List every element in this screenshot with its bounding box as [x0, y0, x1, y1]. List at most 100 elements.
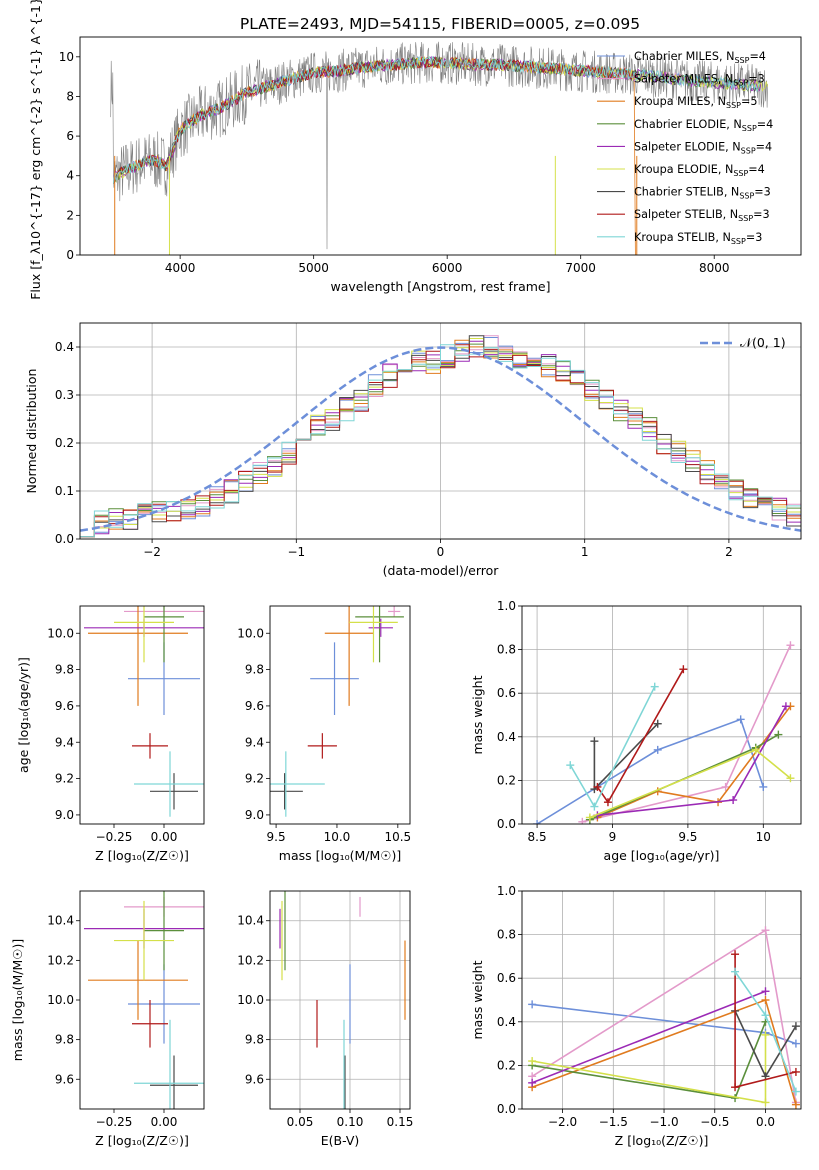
y-tick-label: 0.4	[55, 340, 74, 354]
error-cross	[270, 773, 303, 810]
legend-subscript: SSP	[739, 192, 754, 201]
x-tick-label: 0	[437, 545, 445, 559]
legend-value: =4	[749, 50, 766, 63]
weight-marker	[731, 1083, 740, 1092]
weight-line	[531, 1021, 767, 1099]
y-tick-label: 10	[59, 50, 74, 64]
residuals-histogram: −2 −1 0 1 2 0.0 0.1 0.2 0.3 0.4 (data-model)/error…	[24, 322, 802, 578]
y-tick-label: 1.0	[497, 599, 516, 613]
weight-line	[597, 705, 787, 817]
x-tick-label: 8.5	[528, 830, 547, 844]
weight-marker	[593, 782, 602, 791]
weight-line	[582, 644, 792, 823]
y-tick-label: 6	[66, 129, 74, 143]
y-tick-label: 9.2	[55, 772, 74, 786]
legend-label: Kroupa STELIB, NSSP=3	[634, 231, 762, 246]
legend-value: =5	[741, 95, 758, 108]
x-tick-label: 0.15	[387, 1115, 414, 1129]
y-tick-label: 10.0	[47, 993, 74, 1007]
weight-marker	[761, 996, 770, 1004]
weight-marker	[590, 802, 599, 811]
y-tick-label: 9.2	[245, 772, 264, 786]
legend-label: Kroupa ELODIE, NSSP=4	[634, 163, 765, 178]
legend-label: Salpeter ELODIE, NSSP=4	[634, 140, 772, 155]
axes-frame	[269, 605, 411, 825]
error-cross	[349, 606, 398, 663]
x-axis-label: wavelength [Angstrom, rest frame]	[330, 279, 550, 294]
legend-label: Kroupa MILES, NSSP=5	[634, 95, 757, 110]
mass-vs-extinction-plot: 0.05 0.10 0.15 9.6 9.8 10.0 10.2 10.4 E(B-V)	[237, 890, 414, 1148]
error-cross	[368, 618, 393, 637]
legend-label: Chabrier STELIB, NSSP=3	[634, 186, 771, 201]
weight-marker	[774, 730, 783, 739]
x-tick-label: 9.5	[267, 830, 286, 844]
legend-subscript: SSP	[741, 146, 756, 155]
y-tick-label: 0.2	[55, 436, 74, 450]
error-cross	[150, 773, 198, 810]
legend-subscript: SSP	[731, 237, 746, 246]
legend-subscript: SSP	[726, 101, 741, 110]
weight-marker	[566, 761, 575, 770]
legend-value: =4	[757, 118, 774, 131]
normal-reference-curve	[80, 346, 801, 532]
weight-line	[531, 990, 766, 1084]
weight-marker	[761, 1030, 770, 1039]
legend-value: =4	[748, 163, 765, 176]
y-tick-label: 0.3	[55, 388, 74, 402]
weight-marker	[791, 1022, 800, 1031]
error-cross	[144, 891, 184, 971]
error-cross	[355, 606, 404, 663]
weight-marker	[528, 1000, 537, 1009]
weight-marker	[761, 1098, 770, 1107]
x-tick-label: 7000	[565, 261, 596, 275]
x-tick-label: 1	[581, 545, 589, 559]
x-tick-label: 9.5	[678, 830, 697, 844]
weight-marker	[585, 813, 594, 822]
weight-marker	[533, 820, 542, 824]
weight-line	[596, 668, 685, 804]
error-cross	[128, 964, 200, 1044]
x-axis-label: Z [log₁₀(Z/Z☉)]	[615, 1133, 709, 1148]
error-cross	[144, 606, 184, 663]
y-tick-label: 0.1	[55, 484, 74, 498]
x-tick-label: 10	[756, 830, 771, 844]
y-tick-label: 9.6	[55, 699, 74, 713]
y-tick-label: 10.2	[237, 953, 264, 967]
weight-marker	[791, 1067, 800, 1076]
y-axis-label: Normed distribution	[24, 369, 39, 494]
error-cross	[388, 606, 401, 617]
y-tick-label: 10.0	[47, 626, 74, 640]
weight-vs-age-plot: 8.5 9 9.5 10 0.0 0.2 0.4 0.6 0.8 1.0 age [log₁₀(ag…	[470, 599, 802, 863]
x-tick-label: −0.25	[96, 830, 133, 844]
weight-marker	[761, 926, 770, 935]
y-tick-label: 10.4	[237, 914, 264, 928]
legend-value: =3	[746, 231, 763, 244]
y-tick-label: 9.6	[55, 1072, 74, 1086]
weight-marker	[786, 774, 795, 783]
error-cross	[310, 642, 359, 715]
weight-marker	[761, 987, 770, 996]
legend-subscript: SSP	[733, 79, 748, 88]
x-axis-label: Z [log₁₀(Z/Z☉)]	[95, 848, 189, 863]
axes-frame	[79, 322, 802, 540]
error-cross	[132, 1000, 168, 1048]
y-tick-label: 0.0	[497, 817, 516, 831]
x-tick-label: 10.5	[384, 830, 411, 844]
y-tick-label: 0.2	[497, 773, 516, 787]
weight-marker	[729, 796, 738, 805]
legend-value: =4	[756, 140, 773, 153]
x-tick-label: 0.00	[151, 1115, 178, 1129]
axes-frame	[79, 890, 205, 1110]
x-tick-label: 8000	[699, 261, 730, 275]
x-tick-label: −1.0	[649, 1115, 678, 1129]
weight-marker	[679, 665, 688, 674]
axes-frame	[521, 890, 802, 1110]
model-spectrum-line	[113, 55, 762, 184]
weight-marker	[781, 702, 790, 711]
weight-marker	[759, 782, 768, 791]
y-tick-label: 9.8	[55, 1033, 74, 1047]
x-tick-label: 0.0	[756, 1115, 775, 1129]
weight-line	[536, 718, 765, 824]
y-tick-label: 9.4	[245, 735, 264, 749]
